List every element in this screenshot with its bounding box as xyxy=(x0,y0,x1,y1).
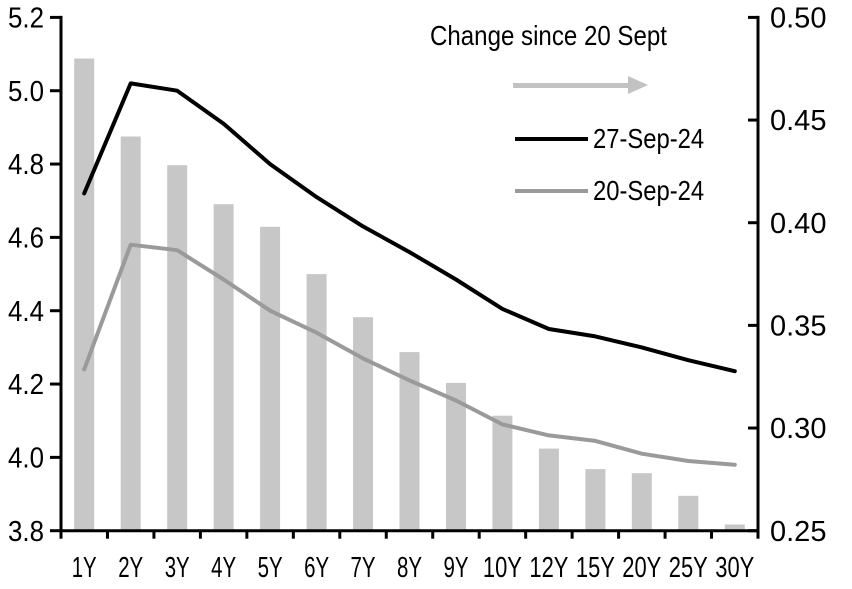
bar-5Y xyxy=(260,226,281,531)
x-axis-label: 12Y xyxy=(529,552,568,584)
bar-10Y xyxy=(492,415,513,531)
x-axis-label: 15Y xyxy=(576,552,615,584)
line-27-sep-24 xyxy=(82,81,737,374)
bar-8Y xyxy=(399,352,420,531)
x-axis-label: 6Y xyxy=(304,552,329,584)
bar-6Y xyxy=(306,274,327,531)
right-axis-label: 0.25 xyxy=(770,516,826,548)
bar-7Y xyxy=(353,317,373,531)
bar-1Y xyxy=(74,58,95,531)
left-axis-label: 3.8 xyxy=(8,516,44,548)
bar-15Y xyxy=(585,469,606,531)
left-axis-label: 4.4 xyxy=(8,296,44,328)
right-axis-label: 0.40 xyxy=(770,208,826,240)
x-axis-label: 8Y xyxy=(397,552,422,584)
left-axis-label: 5.0 xyxy=(8,76,44,108)
bar-30Y xyxy=(724,524,745,531)
right-axis-label: 0.30 xyxy=(770,413,826,445)
x-axis-label: 20Y xyxy=(622,552,661,584)
line-20-sep-24 xyxy=(82,242,737,467)
bar-3Y xyxy=(167,165,188,531)
x-axis-label: 7Y xyxy=(351,552,376,584)
bar-2Y xyxy=(120,136,141,531)
bar-25Y xyxy=(678,495,699,531)
right-axis-label: 0.35 xyxy=(770,311,826,343)
x-axis-label: 10Y xyxy=(483,552,522,584)
x-axis-label: 9Y xyxy=(444,552,469,584)
bar-9Y xyxy=(446,382,466,531)
x-axis-label: 1Y xyxy=(72,552,97,584)
x-axis-label: 25Y xyxy=(669,552,708,584)
left-axis-label: 4.2 xyxy=(8,369,44,401)
x-axis-label: 2Y xyxy=(118,552,143,584)
right-axis-label: 0.45 xyxy=(770,105,826,137)
x-axis-label: 3Y xyxy=(165,552,190,584)
bar-4Y xyxy=(213,204,234,531)
left-axis-label: 4.8 xyxy=(8,149,44,181)
left-axis-label: 5.2 xyxy=(8,3,44,35)
bar-12Y xyxy=(538,448,559,531)
left-axis-label: 4.6 xyxy=(8,223,44,255)
x-axis-label: 4Y xyxy=(211,552,236,584)
x-axis-label: 30Y xyxy=(715,552,754,584)
left-axis-label: 4.0 xyxy=(8,443,44,475)
bar-20Y xyxy=(631,473,652,531)
x-axis-label: 5Y xyxy=(258,552,283,584)
right-axis-label: 0.50 xyxy=(770,3,826,35)
